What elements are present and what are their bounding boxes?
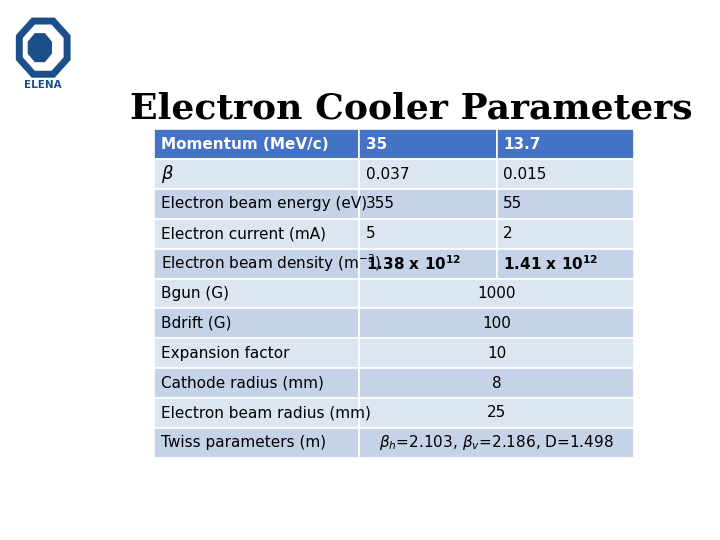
Text: $\beta_h$=2.103, $\beta_v$=2.186, D=1.498: $\beta_h$=2.103, $\beta_v$=2.186, D=1.49… <box>379 433 614 453</box>
Bar <box>359 368 634 398</box>
Text: Bdrift (G): Bdrift (G) <box>161 316 231 331</box>
Text: Electron beam radius (mm): Electron beam radius (mm) <box>161 406 371 421</box>
Text: 355: 355 <box>366 197 395 211</box>
Bar <box>359 249 497 279</box>
Bar <box>154 368 359 398</box>
Bar <box>154 279 359 308</box>
Text: $\beta$: $\beta$ <box>161 163 174 185</box>
Bar <box>497 189 634 219</box>
Bar <box>359 219 497 249</box>
Text: Electron current (mA): Electron current (mA) <box>161 226 326 241</box>
Text: 10: 10 <box>487 346 506 361</box>
Bar <box>359 428 634 458</box>
Text: 1000: 1000 <box>477 286 516 301</box>
Text: 1.41 x $\mathbf{10^{12}}$: 1.41 x $\mathbf{10^{12}}$ <box>503 254 599 273</box>
Text: 55: 55 <box>503 197 523 211</box>
Bar <box>359 279 634 308</box>
Text: 2: 2 <box>503 226 513 241</box>
Text: 0.037: 0.037 <box>366 166 410 181</box>
Polygon shape <box>28 34 51 62</box>
Text: ELENA: ELENA <box>24 80 62 90</box>
Bar <box>154 159 359 189</box>
Bar <box>154 428 359 458</box>
Bar <box>497 159 634 189</box>
Bar <box>154 398 359 428</box>
Bar <box>154 129 359 159</box>
Bar <box>154 308 359 338</box>
Bar <box>359 398 634 428</box>
Bar <box>359 189 497 219</box>
Text: 0.015: 0.015 <box>503 166 546 181</box>
Bar <box>154 338 359 368</box>
Text: Bgun (G): Bgun (G) <box>161 286 229 301</box>
Text: 13.7: 13.7 <box>503 137 541 152</box>
Bar <box>497 249 634 279</box>
Text: Cathode radius (mm): Cathode radius (mm) <box>161 376 324 390</box>
Text: 8: 8 <box>492 376 501 390</box>
Bar <box>497 129 634 159</box>
Bar <box>359 338 634 368</box>
Text: 35: 35 <box>366 137 387 152</box>
Bar <box>359 129 497 159</box>
Text: Electron beam energy (eV): Electron beam energy (eV) <box>161 197 367 211</box>
Text: Twiss parameters (m): Twiss parameters (m) <box>161 435 326 450</box>
Text: 5: 5 <box>366 226 375 241</box>
Text: 25: 25 <box>487 406 506 421</box>
Bar <box>497 219 634 249</box>
Bar <box>154 249 359 279</box>
Polygon shape <box>19 21 67 74</box>
Text: 100: 100 <box>482 316 511 331</box>
Text: Electron Cooler Parameters: Electron Cooler Parameters <box>130 92 692 126</box>
Bar <box>359 159 497 189</box>
Text: 1.38 x $\mathbf{10^{12}}$: 1.38 x $\mathbf{10^{12}}$ <box>366 254 462 273</box>
Text: Electron beam density (m$^{-3}$): Electron beam density (m$^{-3}$) <box>161 253 381 274</box>
Text: Expansion factor: Expansion factor <box>161 346 289 361</box>
Text: Momentum (MeV/c): Momentum (MeV/c) <box>161 137 328 152</box>
Bar <box>154 219 359 249</box>
Bar <box>359 308 634 338</box>
Bar <box>154 189 359 219</box>
